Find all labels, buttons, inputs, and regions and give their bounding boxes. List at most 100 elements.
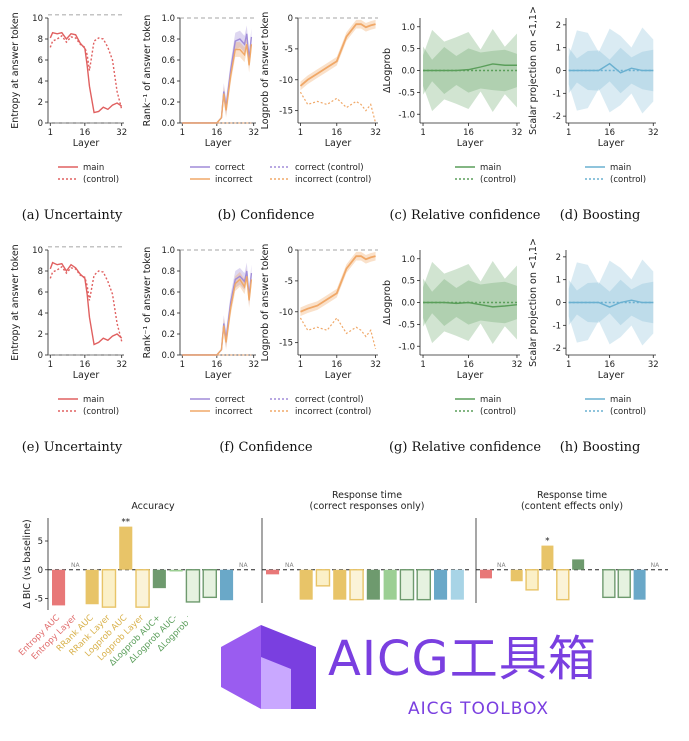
- bic-title: Response time: [537, 490, 607, 501]
- legend-label: correct (control): [295, 395, 364, 405]
- x-tick-label: 1: [180, 360, 185, 370]
- y-tick-label: -0.5: [398, 320, 415, 330]
- legend-label: (control): [610, 407, 646, 417]
- x-tick-label: 32: [370, 128, 381, 138]
- y-tick-label: 0.6: [161, 288, 175, 298]
- legend-label: main: [83, 395, 104, 405]
- x-axis-label: Layer: [598, 138, 625, 149]
- y-tick-label: -15: [279, 339, 293, 349]
- y-tick-label: -2: [553, 112, 561, 122]
- bic-title: (correct responses only): [310, 501, 425, 512]
- y-tick-label: 2: [556, 253, 561, 263]
- x-tick-label: 1: [180, 128, 185, 138]
- y-tick-label: 0.8: [161, 35, 175, 45]
- bar: [383, 569, 397, 600]
- y-tick-label: 0.4: [161, 77, 175, 87]
- confidence-band: [423, 46, 517, 95]
- subfigure-caption: (b) Confidence: [218, 208, 315, 223]
- bar: [349, 569, 364, 601]
- x-axis-label: Layer: [325, 138, 352, 149]
- legend-label: main: [610, 163, 631, 173]
- x-tick-label: 16: [211, 128, 222, 138]
- bar: [525, 569, 539, 591]
- y-tick-label: 6: [38, 288, 43, 298]
- x-axis-label: Layer: [598, 370, 625, 381]
- y-axis-label: Rank⁻¹ of answer token: [142, 15, 153, 127]
- y-axis-label: Logprob of answer token: [260, 12, 271, 130]
- y-tick-label: 2: [38, 330, 43, 340]
- subfigure-caption: (e) Uncertainty: [22, 440, 123, 455]
- y-axis-label: Δ BIC (vs baseline): [22, 519, 33, 608]
- legend-label: (control): [83, 175, 119, 185]
- y-tick-label: -1.0: [398, 342, 415, 352]
- y-tick-label: -1: [553, 321, 561, 331]
- y-tick-label: -0.5: [398, 88, 415, 98]
- y-tick-label: 1.0: [401, 255, 415, 265]
- series-line: [299, 23, 376, 87]
- y-tick-label: 0.0: [161, 351, 175, 361]
- bar: [299, 569, 313, 600]
- significance-label: *: [545, 537, 549, 547]
- y-tick-label: -15: [279, 107, 293, 117]
- bar: [480, 569, 492, 579]
- legend-label: main: [480, 163, 501, 173]
- bar: [434, 569, 448, 600]
- legend-label: incorrect (control): [295, 407, 371, 417]
- watermark-banner: AICG工具箱 AICG TOOLBOX: [188, 603, 689, 741]
- x-tick-label: 1: [420, 128, 425, 138]
- series-line: [300, 255, 376, 313]
- bar: [119, 526, 133, 570]
- y-tick-label: -2: [553, 344, 561, 354]
- y-tick-label: 0: [288, 246, 293, 256]
- bic-title: (content effects only): [521, 501, 623, 512]
- bar: [556, 569, 570, 601]
- na-label: NA: [239, 562, 248, 569]
- y-tick-label: 8: [38, 35, 43, 45]
- y-tick-label: 1.0: [401, 23, 415, 33]
- bic-panel-bic-accuracy: -5 0 5 Δ BIC (vs baseline) Accuracy NA ** NA: [22, 501, 258, 610]
- y-axis-label: Scalar projection on <1,1>: [528, 6, 539, 135]
- x-tick-label: 1: [566, 128, 571, 138]
- x-tick-label: 16: [463, 128, 474, 138]
- subfigure-caption: (a) Uncertainty: [22, 208, 123, 223]
- y-tick-label: 10: [32, 246, 43, 256]
- bar: [333, 569, 347, 600]
- x-tick-label: 16: [463, 360, 474, 370]
- legend-label: correct: [215, 163, 245, 173]
- y-tick-label: 0: [38, 566, 43, 576]
- panel-g: -1.0 -0.5 0.0 0.5 1.0 1 16 32 Layer ΔLogprob: [382, 250, 522, 381]
- y-tick-label: 0.8: [161, 267, 175, 277]
- y-tick-label: 1: [556, 44, 561, 54]
- subfigure-caption: (f) Confidence: [219, 440, 313, 455]
- bar: [135, 569, 150, 608]
- y-tick-label: 2: [38, 98, 43, 108]
- y-tick-label: 0: [556, 67, 561, 77]
- confidence-band: [568, 47, 654, 94]
- y-tick-label: 0: [38, 119, 43, 129]
- confidence-band: [568, 279, 654, 326]
- bic-title: Response time: [332, 490, 402, 501]
- legend-label: incorrect: [215, 407, 253, 417]
- y-axis-label: Rank⁻¹ of answer token: [142, 247, 153, 359]
- y-tick-label: 0.2: [161, 330, 175, 340]
- x-tick-label: 1: [420, 360, 425, 370]
- bar: [169, 569, 183, 572]
- y-tick-label: 0: [556, 299, 561, 309]
- confidence-band: [568, 27, 654, 114]
- x-tick-label: 1: [48, 360, 53, 370]
- x-tick-label: 1: [48, 128, 53, 138]
- y-tick-label: -10: [279, 76, 293, 86]
- bar: [152, 569, 166, 589]
- panel-e: 0 2 4 6 8 10 1 16 32 Layer Entropy at answer token: [10, 244, 127, 381]
- x-axis-label: Layer: [205, 370, 232, 381]
- bar: [366, 569, 380, 600]
- bar: [602, 569, 616, 599]
- bar: [617, 569, 631, 599]
- y-tick-label: 1.0: [161, 14, 175, 24]
- legend-label: incorrect: [215, 175, 253, 185]
- bic-panel-bic-rt-content: Response time(content effects only) NA * NA: [475, 490, 668, 610]
- bar: [266, 569, 280, 575]
- significance-label: **: [122, 518, 131, 528]
- panel-a: 0 2 4 6 8 10 1 16 32 Layer Entropy at answer token: [10, 12, 127, 149]
